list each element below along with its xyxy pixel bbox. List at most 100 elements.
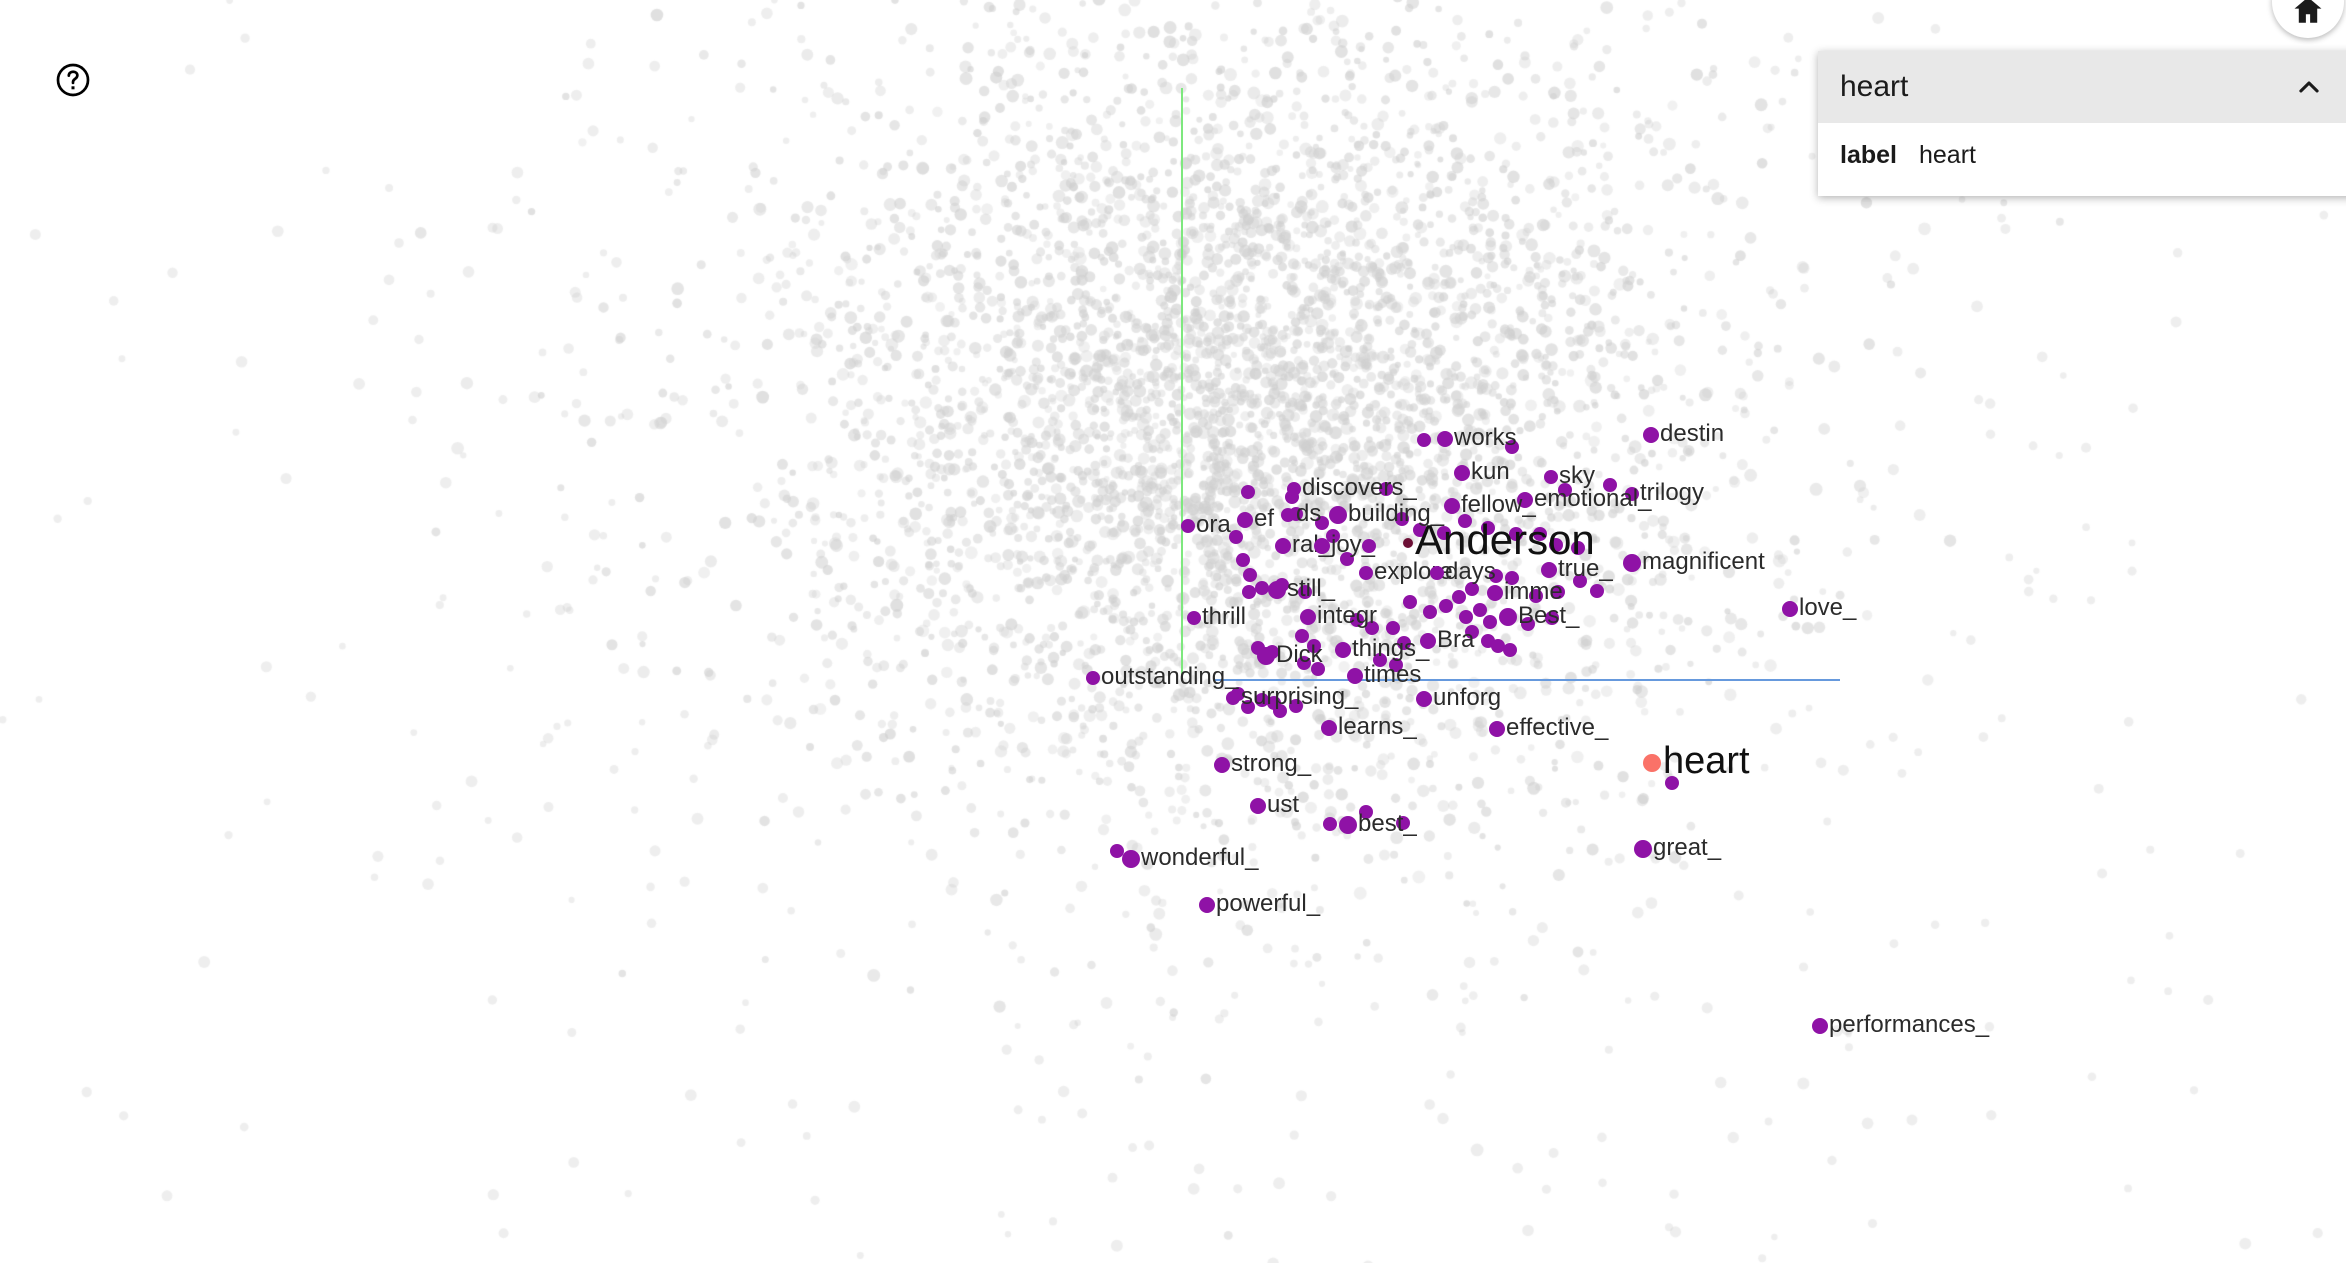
scatter-point[interactable] — [1275, 538, 1291, 554]
scatter-point[interactable] — [1437, 526, 1451, 540]
scatter-point[interactable] — [1423, 605, 1437, 619]
scatter-point[interactable] — [1199, 897, 1215, 913]
scatter-point[interactable] — [1503, 643, 1517, 657]
scatter-point[interactable] — [1454, 465, 1470, 481]
scatter-point[interactable] — [1544, 470, 1558, 484]
scatter-point[interactable] — [1551, 585, 1565, 599]
scatter-point[interactable] — [1250, 798, 1266, 814]
scatter-point[interactable] — [1665, 776, 1679, 790]
scatter-point[interactable] — [1257, 647, 1275, 665]
scatter-point[interactable] — [1323, 817, 1337, 831]
scatter-point[interactable] — [1386, 621, 1400, 635]
scatter-point[interactable] — [1373, 653, 1387, 667]
scatter-point[interactable] — [1416, 691, 1432, 707]
scatter-point[interactable] — [1242, 585, 1256, 599]
scatter-point[interactable] — [1086, 671, 1100, 685]
scatter-point[interactable] — [1420, 633, 1436, 649]
scatter-point[interactable] — [1549, 538, 1563, 552]
scatter-point[interactable] — [1329, 506, 1347, 524]
scatter-point[interactable] — [1465, 625, 1479, 639]
scatter-point[interactable] — [1340, 552, 1354, 566]
scatter-point[interactable] — [1413, 523, 1427, 537]
scatter-point[interactable] — [1643, 427, 1659, 443]
scatter-point[interactable] — [1491, 639, 1505, 653]
scatter-point[interactable] — [1359, 566, 1373, 580]
scatter-point[interactable] — [1517, 492, 1533, 508]
scatter-point[interactable] — [1505, 440, 1519, 454]
scatter-point[interactable] — [1268, 581, 1286, 599]
scatter-point[interactable] — [1473, 603, 1487, 617]
scatter-point[interactable] — [1459, 610, 1473, 624]
scatter-point[interactable] — [1237, 512, 1253, 528]
selected-point[interactable] — [1643, 754, 1661, 772]
scatter-point[interactable] — [1181, 519, 1195, 533]
scatter-point[interactable] — [1241, 485, 1255, 499]
scatter-point[interactable] — [1437, 431, 1453, 447]
scatter-point[interactable] — [1362, 539, 1376, 553]
scatter-point[interactable] — [1395, 512, 1409, 526]
scatter-point[interactable] — [1281, 508, 1295, 522]
scatter-point[interactable] — [1452, 590, 1466, 604]
scatter-point[interactable] — [1314, 538, 1330, 554]
scatter-point[interactable] — [1487, 585, 1503, 601]
scatter-point[interactable] — [1300, 609, 1316, 625]
scatter-point[interactable] — [1273, 704, 1287, 718]
scatter-point[interactable] — [1289, 699, 1303, 713]
scatter-point[interactable] — [1782, 601, 1798, 617]
scatter-point[interactable] — [1509, 527, 1523, 541]
scatter-point[interactable] — [1307, 639, 1321, 653]
scatter-point[interactable] — [1417, 433, 1431, 447]
scatter-point[interactable] — [1481, 521, 1495, 535]
scatter-point[interactable] — [1465, 582, 1479, 596]
scatter-point[interactable] — [1335, 642, 1351, 658]
scatter-point[interactable] — [1483, 615, 1497, 629]
scatter-point[interactable] — [1458, 514, 1472, 528]
scatter-point[interactable] — [1397, 636, 1411, 650]
help-button[interactable] — [55, 62, 91, 98]
scatter-point[interactable] — [1295, 629, 1309, 643]
scatter-point[interactable] — [1241, 700, 1255, 714]
scatter-point[interactable] — [1311, 662, 1325, 676]
scatter-point[interactable] — [1350, 613, 1364, 627]
scatter-point[interactable] — [1347, 668, 1363, 684]
scatter-point[interactable] — [1389, 658, 1403, 672]
scatter-point[interactable] — [1625, 487, 1639, 501]
scatter-point[interactable] — [1214, 757, 1230, 773]
chevron-up-icon[interactable] — [2294, 72, 2324, 102]
scatter-point[interactable] — [1558, 483, 1572, 497]
focus-point[interactable] — [1403, 538, 1413, 548]
scatter-point[interactable] — [1573, 574, 1587, 588]
scatter-point[interactable] — [1505, 571, 1519, 585]
scatter-point[interactable] — [1122, 850, 1140, 868]
scatter-point[interactable] — [1533, 527, 1547, 541]
scatter-point[interactable] — [1603, 478, 1617, 492]
scatter-point[interactable] — [1321, 720, 1337, 736]
scatter-point[interactable] — [1315, 516, 1329, 530]
scatter-point[interactable] — [1590, 584, 1604, 598]
scatter-point[interactable] — [1229, 530, 1243, 544]
scatter-point[interactable] — [1571, 541, 1585, 555]
scatter-point[interactable] — [1326, 529, 1340, 543]
scatter-point[interactable] — [1812, 1018, 1828, 1034]
scatter-point[interactable] — [1297, 656, 1311, 670]
scatter-point[interactable] — [1634, 840, 1652, 858]
scatter-point[interactable] — [1396, 816, 1410, 830]
scatter-point[interactable] — [1430, 566, 1444, 580]
scatter-point[interactable] — [1236, 553, 1250, 567]
scatter-point[interactable] — [1623, 554, 1641, 572]
scatter-point[interactable] — [1243, 568, 1257, 582]
scatter-point[interactable] — [1439, 599, 1453, 613]
scatter-point[interactable] — [1521, 617, 1535, 631]
scatter-point[interactable] — [1287, 482, 1301, 496]
scatter-point[interactable] — [1545, 611, 1559, 625]
scatter-point[interactable] — [1365, 621, 1379, 635]
scatter-point[interactable] — [1489, 721, 1505, 737]
scatter-point[interactable] — [1298, 585, 1312, 599]
scatter-point[interactable] — [1489, 569, 1503, 583]
scatter-point[interactable] — [1187, 611, 1201, 625]
scatter-point[interactable] — [1339, 816, 1357, 834]
scatter-point[interactable] — [1541, 562, 1557, 578]
scatter-point[interactable] — [1444, 498, 1460, 514]
scatter-point[interactable] — [1403, 595, 1417, 609]
